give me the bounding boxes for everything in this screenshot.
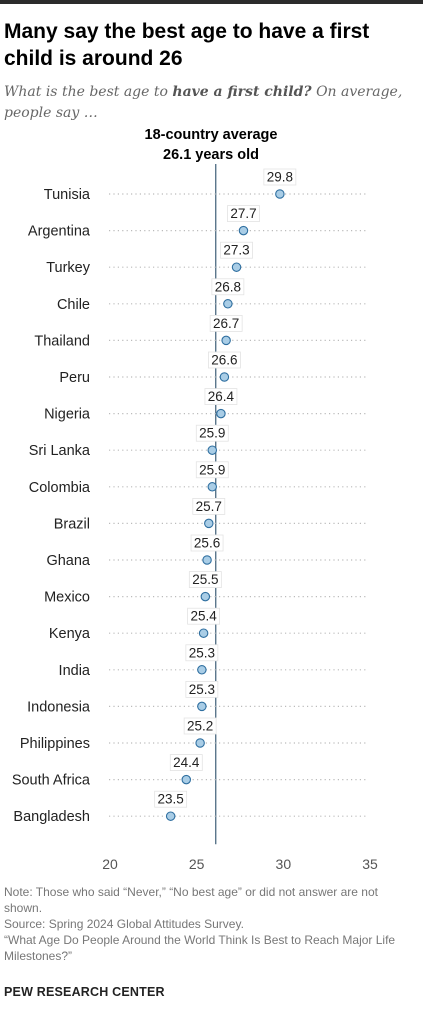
chart-notes: Note: Those who said “Never,” “No best a…: [4, 884, 419, 964]
x-tick-label: 25: [189, 856, 205, 872]
category-label: Indonesia: [27, 699, 91, 715]
data-point: [216, 408, 226, 419]
data-point: [202, 555, 212, 565]
data-point: [231, 262, 242, 272]
value-label: 26.8: [215, 279, 241, 294]
data-point: [207, 482, 218, 492]
category-label: Chile: [57, 297, 90, 313]
brand-label: PEW RESEARCH CENTER: [4, 985, 165, 999]
reference-label-line1: 18-country average: [145, 127, 278, 143]
value-label-box: [183, 717, 217, 735]
value-label-box: [207, 351, 241, 369]
value-label: 25.3: [189, 645, 215, 660]
x-axis: 20 25 30 35: [102, 856, 378, 872]
value-label-box: [188, 571, 222, 588]
category-label: Philippines: [20, 736, 90, 752]
subtitle-tail: On average, people say …: [4, 84, 403, 121]
value-label: 25.5: [192, 572, 218, 587]
value-label: 25.7: [196, 499, 222, 514]
data-point: [219, 372, 230, 382]
value-label: 23.5: [158, 792, 184, 807]
value-label-box: [169, 754, 203, 771]
category-label: India: [59, 663, 91, 679]
value-label: 26.6: [211, 353, 237, 368]
value-label-box: [211, 278, 245, 296]
category-label: Thailand: [34, 333, 90, 349]
data-point: [200, 591, 211, 602]
report-title: “What Age Do People Around the World Thi…: [4, 933, 396, 963]
value-label-box: [185, 681, 219, 698]
value-label: 25.9: [199, 462, 225, 477]
data-point: [223, 299, 233, 309]
x-tick-label: 35: [362, 856, 378, 872]
value-label-box: [195, 461, 229, 479]
value-label: 26.7: [213, 316, 239, 331]
value-label-box: [190, 534, 224, 552]
data-point: [197, 701, 207, 712]
value-label-box: [195, 424, 229, 442]
data-point: [198, 628, 209, 638]
top-rule: [0, 0, 423, 4]
value-label-box: [187, 607, 221, 625]
value-label: 25.4: [190, 609, 217, 624]
category-label: Sri Lanka: [29, 443, 91, 459]
category-label: Bangladesh: [13, 809, 90, 825]
value-label: 24.4: [173, 755, 200, 770]
category-label: South Africa: [12, 773, 91, 789]
reference-label-line2: 26.1 years old: [163, 147, 259, 163]
value-label: 29.8: [267, 170, 293, 185]
data-point: [221, 335, 231, 346]
value-label-box: [227, 205, 260, 223]
category-label: Peru: [59, 370, 90, 386]
chart-rows: Tunisia 29.8 Argentina 27.7 Turkey 27.3 Chile 2…: [12, 164, 368, 845]
value-label: 25.9: [199, 426, 225, 441]
category-label: Argentina: [28, 224, 91, 240]
value-label-box: [263, 168, 297, 186]
data-point: [204, 518, 214, 529]
value-label-box: [192, 497, 226, 515]
data-point: [207, 445, 218, 455]
category-label: Tunisia: [44, 187, 91, 203]
value-label-box: [220, 241, 253, 259]
category-label: Mexico: [44, 590, 90, 606]
chart-subtitle: What is the best age to have a first chi…: [4, 82, 419, 124]
data-point: [165, 811, 176, 821]
category-label: Ghana: [46, 553, 90, 569]
category-label: Colombia: [29, 480, 91, 496]
source-text: Source: Spring 2024 Global Attitudes Sur…: [4, 917, 244, 931]
x-tick-label: 20: [102, 856, 118, 872]
data-point: [238, 225, 249, 236]
subtitle-emphasis: have a first child?: [172, 84, 312, 100]
x-tick-label: 30: [276, 856, 292, 872]
value-label: 27.7: [230, 206, 256, 221]
value-label: 25.2: [187, 719, 213, 734]
data-point: [197, 665, 207, 675]
subtitle-lead: What is the best age to: [4, 84, 173, 100]
category-label: Nigeria: [44, 407, 91, 423]
value-label: 26.4: [208, 389, 235, 404]
value-label-box: [154, 790, 188, 808]
value-label: 27.3: [223, 243, 249, 258]
dot-plot-chart: 18-country average 26.1 years old Tunisi…: [12, 127, 378, 872]
category-label: Kenya: [49, 626, 91, 642]
chart-title: Many say the best age to have a first ch…: [4, 20, 370, 70]
value-label-box: [204, 388, 238, 406]
category-label: Turkey: [46, 260, 91, 276]
value-label: 25.6: [194, 536, 220, 551]
category-label: Brazil: [54, 516, 90, 532]
value-label-box: [185, 644, 219, 662]
data-point: [181, 774, 192, 785]
value-label-box: [209, 314, 243, 332]
data-point: [195, 738, 205, 748]
data-point: [275, 189, 285, 199]
value-label: 25.3: [189, 682, 215, 697]
note-text: Note: Those who said “Never,” “No best a…: [4, 885, 378, 915]
